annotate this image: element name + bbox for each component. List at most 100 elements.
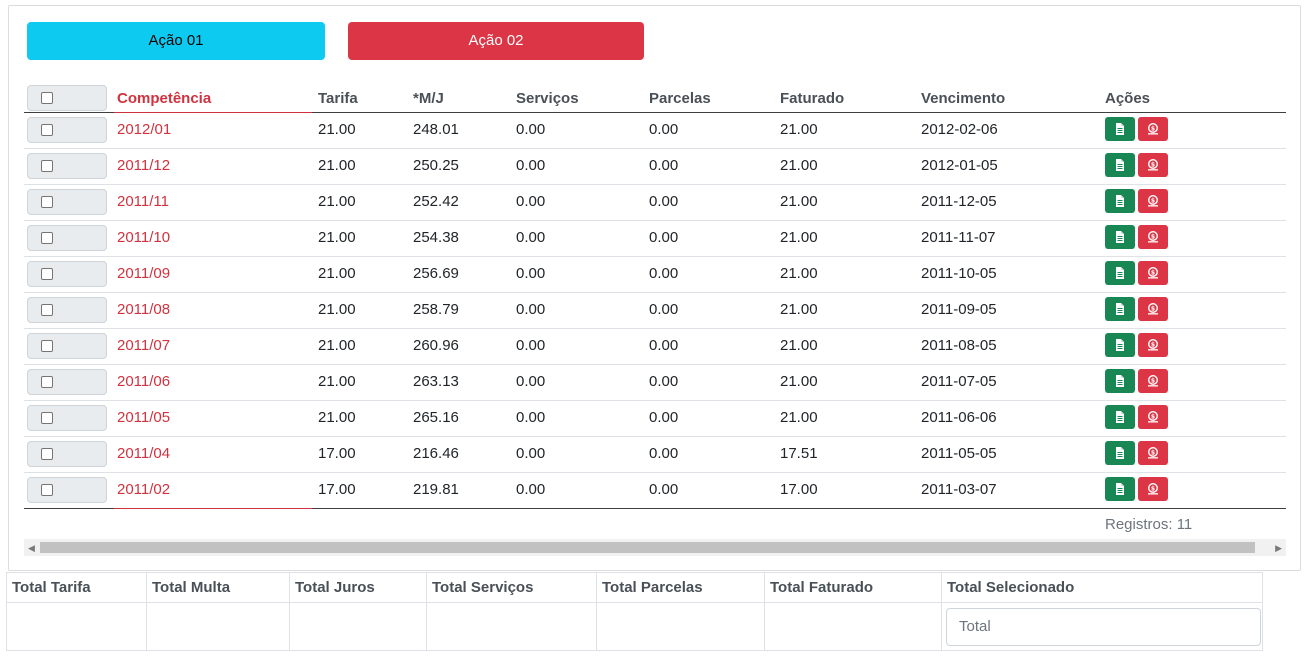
row-checkbox[interactable] [27,441,107,467]
cell-competencia[interactable]: 2011/12 [117,157,171,174]
checkbox-box[interactable] [41,376,53,388]
billing-button[interactable]: $ [1138,117,1168,141]
row-checkbox[interactable] [27,117,107,143]
cell-competencia[interactable]: 2011/04 [117,445,171,462]
row-checkbox[interactable] [27,369,107,395]
view-document-button[interactable] [1105,477,1135,501]
select-all-checkbox[interactable] [27,85,107,111]
checkbox-box[interactable] [41,412,53,424]
action-02-button[interactable]: Ação 02 [348,22,644,60]
row-checkbox[interactable] [27,225,107,251]
total-parcelas-header: Total Parcelas [596,572,765,603]
view-document-button[interactable] [1105,333,1135,357]
scroll-right-icon[interactable]: ▶ [1275,543,1282,553]
view-document-button[interactable] [1105,297,1135,321]
cell-tarifa: 21.00 [318,193,356,210]
row-checkbox[interactable] [27,405,107,431]
header-faturado[interactable]: Faturado [780,90,845,107]
cell-competencia[interactable]: 2011/10 [117,229,171,246]
view-document-button[interactable] [1105,189,1135,213]
view-document-button[interactable] [1105,405,1135,429]
cell-competencia[interactable]: 2011/05 [117,409,171,426]
cell-competencia[interactable]: 2011/02 [117,481,171,498]
row-checkbox[interactable] [27,297,107,323]
billing-button[interactable]: $ [1138,297,1168,321]
money-icon: $ [1146,195,1160,207]
checkbox-box[interactable] [41,232,53,244]
cell-servicos: 0.00 [516,409,546,426]
view-document-button[interactable] [1105,153,1135,177]
row-checkbox[interactable] [27,477,107,503]
checkbox-box[interactable] [41,340,53,352]
total-tarifa-value [6,602,147,651]
billing-button[interactable]: $ [1138,369,1168,393]
billing-button[interactable]: $ [1138,189,1168,213]
horizontal-scrollbar[interactable]: ◀ ▶ [24,539,1286,556]
cell-competencia[interactable]: 2011/09 [117,265,171,282]
checkbox-box[interactable] [41,196,53,208]
cell-vencimento: 2011-05-05 [921,445,997,462]
view-document-button[interactable] [1105,117,1135,141]
cell-parcelas: 0.00 [649,337,679,354]
cell-vencimento: 2011-08-05 [921,337,997,354]
cell-mj: 258.79 [413,301,459,318]
cell-competencia[interactable]: 2012/01 [117,121,172,138]
money-icon: $ [1146,159,1160,171]
header-vencimento[interactable]: Vencimento [921,90,1006,107]
checkbox-box[interactable] [41,268,53,280]
billing-button[interactable]: $ [1138,261,1168,285]
money-icon: $ [1146,339,1160,351]
scroll-left-icon[interactable]: ◀ [28,543,35,553]
checkbox-box[interactable] [41,92,53,104]
billing-button[interactable]: $ [1138,225,1168,249]
row-checkbox[interactable] [27,189,107,215]
header-servicos[interactable]: Serviços [516,90,579,107]
cell-competencia[interactable]: 2011/08 [117,301,171,318]
cell-vencimento: 2011-12-05 [921,193,997,210]
checkbox-box[interactable] [41,484,53,496]
cell-competencia[interactable]: 2011/07 [117,337,171,354]
total-selecionado-input[interactable] [946,607,1261,646]
billing-button[interactable]: $ [1138,333,1168,357]
billing-button[interactable]: $ [1138,477,1168,501]
header-mj[interactable]: *M/J [413,90,444,107]
row-checkbox[interactable] [27,333,107,359]
cell-parcelas: 0.00 [649,409,679,426]
billing-button[interactable]: $ [1138,441,1168,465]
cell-competencia[interactable]: 2011/06 [117,373,171,390]
view-document-button[interactable] [1105,261,1135,285]
total-faturado-header: Total Faturado [764,572,942,603]
cell-parcelas: 0.00 [649,121,679,138]
checkbox-box[interactable] [41,160,53,172]
money-icon: $ [1146,123,1160,135]
billing-button[interactable]: $ [1138,405,1168,429]
row-checkbox[interactable] [27,261,107,287]
file-text-icon [1115,123,1125,135]
cell-faturado: 21.00 [780,265,818,282]
table-row: 2012/01 21.00 248.01 0.00 0.00 21.00 2012-02-0… [24,113,1286,149]
header-tarifa[interactable]: Tarifa [318,90,358,107]
cell-tarifa: 21.00 [318,373,356,390]
sort-indicator [114,112,312,113]
header-competencia[interactable]: Competência [117,90,212,107]
billing-button[interactable]: $ [1138,153,1168,177]
checkbox-box[interactable] [41,304,53,316]
header-parcelas[interactable]: Parcelas [649,90,711,107]
scrollbar-thumb[interactable] [40,542,1255,553]
cell-vencimento: 2011-07-05 [921,373,997,390]
checkbox-box[interactable] [41,124,53,136]
action-01-button[interactable]: Ação 01 [27,22,325,60]
total-servicos-header: Total Serviços [426,572,597,603]
view-document-button[interactable] [1105,441,1135,465]
cell-mj: 260.96 [413,337,459,354]
view-document-button[interactable] [1105,225,1135,249]
total-selecionado-header: Total Selecionado [941,572,1263,603]
cell-servicos: 0.00 [516,445,546,462]
cell-competencia[interactable]: 2011/11 [117,193,169,210]
cell-parcelas: 0.00 [649,265,679,282]
row-checkbox[interactable] [27,153,107,179]
cell-parcelas: 0.00 [649,157,679,174]
view-document-button[interactable] [1105,369,1135,393]
cell-faturado: 17.00 [780,481,818,498]
checkbox-box[interactable] [41,448,53,460]
